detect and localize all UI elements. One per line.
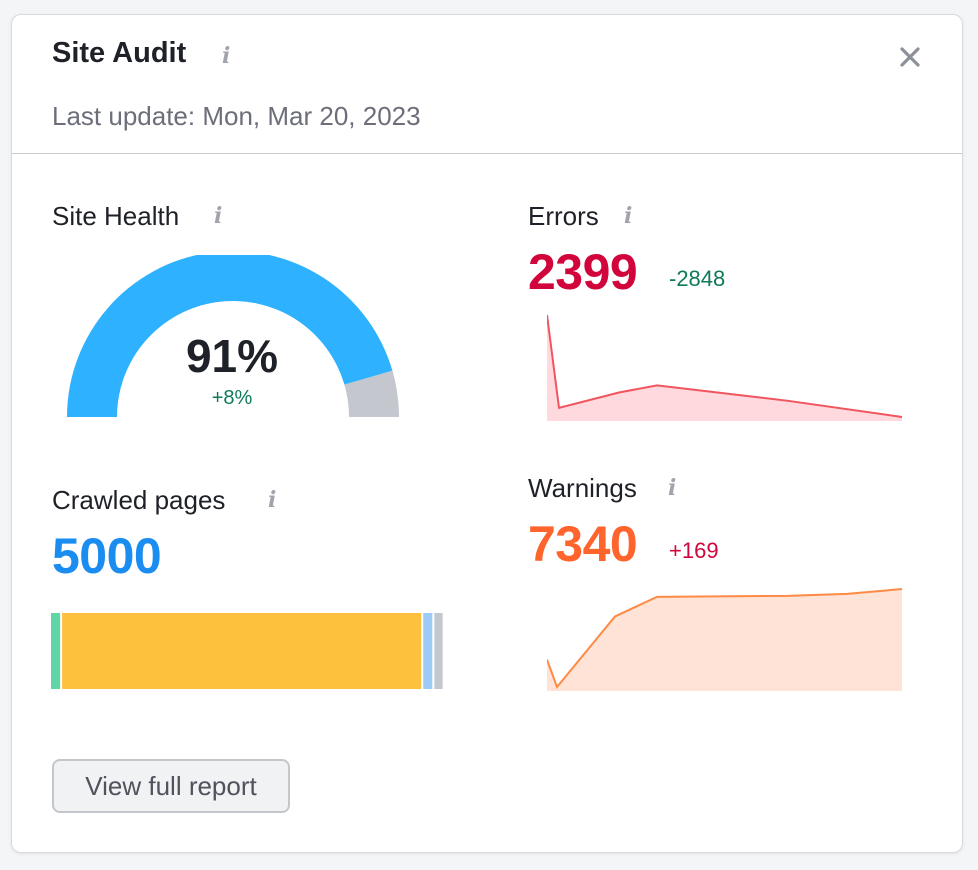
last-update-text: Last update: Mon, Mar 20, 2023 <box>52 101 421 131</box>
site-health-gauge <box>67 255 399 417</box>
errors-label: Errors <box>528 201 599 231</box>
info-icon[interactable]: i <box>624 203 633 229</box>
pages-segment-healthy <box>51 613 61 689</box>
trend-line <box>547 314 903 418</box>
site-audit-widget: Site Audit i Last update: Mon, Mar 20, 2… <box>11 14 963 853</box>
crawled-pages-label: Crawled pages <box>52 485 226 515</box>
info-icon[interactable]: i <box>222 43 231 69</box>
warnings-delta: +169 <box>669 538 719 563</box>
trend-area <box>547 315 902 421</box>
gauge-filled-arc <box>67 255 393 417</box>
crawled-pages-bar <box>51 613 443 689</box>
warnings-count[interactable]: 7340 <box>528 516 638 572</box>
errors-delta: -2848 <box>669 266 726 291</box>
close-icon[interactable] <box>898 45 922 69</box>
warnings-trend-chart <box>547 588 903 691</box>
errors-trend-chart <box>547 314 903 421</box>
gauge-remaining-arc <box>344 370 399 417</box>
pages-segment-blocked <box>434 613 443 689</box>
warnings-label: Warnings <box>528 473 637 503</box>
trend-area <box>547 589 902 691</box>
site-health-label: Site Health <box>52 201 180 231</box>
pages-segment-redirected <box>423 613 433 689</box>
info-icon[interactable]: i <box>268 487 277 513</box>
widget-title: Site Audit <box>52 37 187 69</box>
site-health-value: 91% <box>185 330 279 382</box>
errors-count[interactable]: 2399 <box>528 244 638 300</box>
trend-line <box>547 588 903 689</box>
info-icon[interactable]: i <box>214 203 223 229</box>
crawled-pages-count[interactable]: 5000 <box>52 528 162 584</box>
widget-header: Site Audit i Last update: Mon, Mar 20, 2… <box>12 15 962 154</box>
info-icon[interactable]: i <box>668 475 677 501</box>
site-health-delta: +8% <box>211 387 253 409</box>
view-full-report-button[interactable]: View full report <box>52 759 290 813</box>
pages-segment-have-issues <box>62 613 422 689</box>
